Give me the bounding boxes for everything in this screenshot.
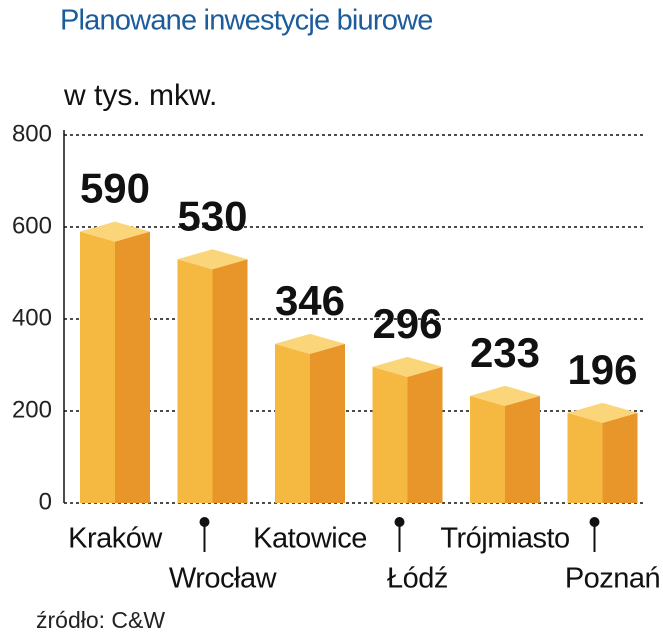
- label-pin-head: [589, 517, 600, 527]
- bar-front: [470, 395, 505, 503]
- bar-top: [567, 402, 638, 423]
- source-note: źródło: C&W: [36, 607, 165, 633]
- y-tick-label: 0: [39, 488, 52, 515]
- value-label: 530: [177, 192, 247, 239]
- value-label: 296: [372, 300, 442, 347]
- x-tick-label: Wrocław: [169, 563, 278, 595]
- x-tick-label: Katowice: [253, 523, 367, 555]
- value-label: 233: [470, 329, 540, 376]
- y-tick-label: 400: [12, 304, 52, 331]
- y-tick-label: 200: [12, 396, 52, 423]
- bar-top: [470, 385, 540, 406]
- y-tick-label: 800: [12, 120, 52, 147]
- bar-side: [212, 259, 248, 503]
- bar-side: [505, 395, 540, 503]
- bar-front: [80, 231, 115, 503]
- bar-front: [275, 343, 310, 503]
- value-label: 196: [567, 346, 637, 393]
- bar-side: [115, 231, 150, 503]
- bar-front: [177, 259, 213, 503]
- bar-front: [567, 412, 603, 503]
- bar-side: [602, 412, 638, 503]
- bar-top: [177, 249, 248, 270]
- bar-side: [407, 366, 443, 503]
- bar-top: [275, 333, 345, 354]
- bar-front: [372, 366, 408, 503]
- bar-top: [80, 221, 150, 242]
- label-pin-head: [394, 517, 405, 527]
- chart-title: Planowane inwestycje biurowe: [60, 5, 433, 37]
- value-label: 590: [80, 165, 150, 212]
- y-tick-label: 600: [12, 212, 52, 239]
- chart-subtitle: w tys. mkw.: [63, 79, 217, 112]
- value-label: 346: [275, 277, 345, 324]
- label-pin-head: [199, 517, 210, 527]
- bar-side: [310, 343, 345, 503]
- x-tick-label: Trójmiasto: [440, 523, 569, 555]
- x-tick-label: Poznań: [565, 563, 660, 595]
- bar-top: [372, 356, 443, 377]
- x-tick-label: Kraków: [68, 523, 163, 555]
- x-tick-label: Łódź: [387, 563, 448, 595]
